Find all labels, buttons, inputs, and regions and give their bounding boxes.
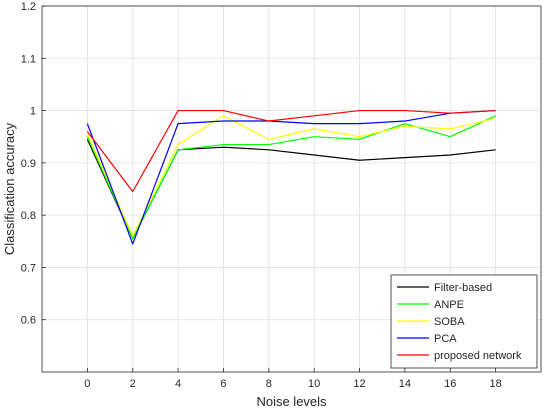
legend-label-anpe: ANPE xyxy=(434,299,464,311)
x-tick-label: 10 xyxy=(308,378,320,390)
legend-label-proposed-network: proposed network xyxy=(434,350,522,362)
y-tick-label: 1 xyxy=(30,106,36,118)
x-tick-label: 18 xyxy=(490,378,502,390)
series-line-proposed-network xyxy=(86,109,496,193)
x-tick-label: 16 xyxy=(444,378,456,390)
axis-ticks: 0 2 4 6 8 10 12 14 16 18 0.6 0.7 0.8 0.9 1 1.1 1.2 xyxy=(21,1,502,390)
x-tick-label: 8 xyxy=(266,378,272,390)
series-line-pca xyxy=(86,109,496,245)
x-axis-label: Noise levels xyxy=(256,394,327,409)
series-lines xyxy=(86,109,496,245)
y-tick-label: 0.8 xyxy=(21,210,36,222)
x-tick-label: 0 xyxy=(84,378,90,390)
legend-label-soba: SOBA xyxy=(434,316,465,328)
legend-label-pca: PCA xyxy=(434,333,457,345)
x-tick-label: 6 xyxy=(220,378,226,390)
plot-frame xyxy=(41,5,542,373)
x-tick-label: 14 xyxy=(399,378,411,390)
x-tick-label: 2 xyxy=(130,378,136,390)
y-axis-label: Classification accuracy xyxy=(2,122,17,255)
x-tick-label: 12 xyxy=(353,378,365,390)
y-tick-label: 0.6 xyxy=(21,315,36,327)
legend-label-filter-based: Filter-based xyxy=(434,282,492,294)
y-tick-label: 0.7 xyxy=(21,262,36,274)
y-tick-label: 1.2 xyxy=(21,1,36,13)
series-line-anpe xyxy=(86,115,496,240)
y-tick-label: 1.1 xyxy=(21,53,36,65)
y-tick-label: 0.9 xyxy=(21,158,36,170)
legend: Filter-based ANPE SOBA PCA proposed network xyxy=(390,274,538,369)
x-tick-label: 4 xyxy=(175,378,181,390)
series-line-soba xyxy=(86,115,496,237)
